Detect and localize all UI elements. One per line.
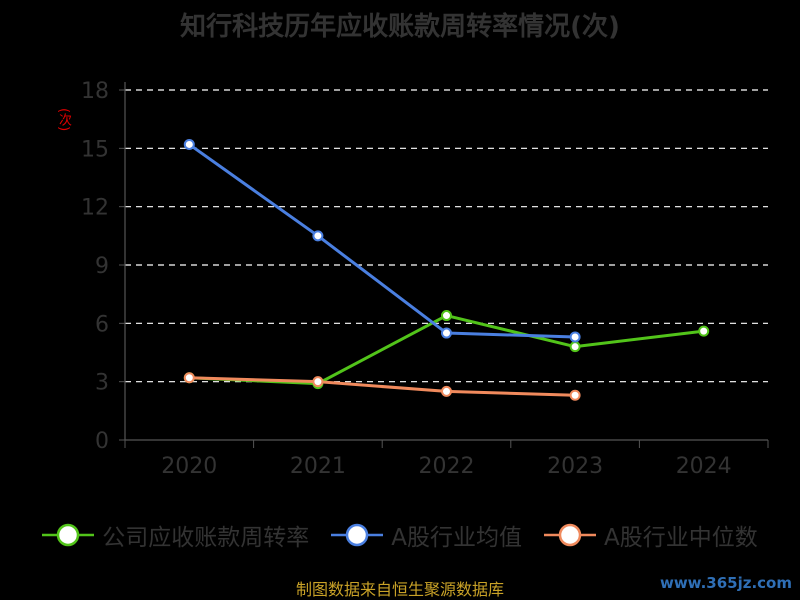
legend-label: 公司应收账款周转率 [102,525,310,551]
y-tick-label: 6 [95,312,109,337]
x-tick-label: 2022 [419,454,475,479]
chart-title: 知行科技历年应收账款周转率情况(次) [180,12,620,42]
data-point [183,138,195,150]
chart-legend: 公司应收账款周转率 A股行业均值 A股行业中位数 [0,518,800,552]
y-axis-unit: (次) [56,108,71,132]
data-point [441,327,452,339]
legend-item[interactable]: A股行业均值 [331,518,522,552]
y-tick-label: 12 [81,196,109,221]
y-tick-label: 9 [95,254,109,279]
x-tick-label: 2024 [676,454,732,479]
legend-label: A股行业均值 [391,525,522,551]
data-point [569,389,581,401]
data-source-note: 制图数据来自恒生聚源数据库 [295,580,504,599]
data-point [569,341,581,353]
data-point [312,376,324,388]
x-tick-label: 2021 [290,454,346,479]
data-point [441,385,452,397]
watermark-logo: www.365jz.com [659,574,792,592]
legend-marker-icon [42,523,95,547]
x-tick-label: 2023 [547,454,603,479]
x-tick-label: 2020 [161,454,217,479]
y-tick-label: 0 [95,429,109,454]
legend-item[interactable]: A股行业中位数 [544,518,758,552]
data-point [698,325,710,337]
y-tick-label: 15 [81,137,109,162]
legend-marker-icon [544,523,596,547]
y-tick-label: 3 [95,371,109,396]
data-point [441,310,452,322]
y-tick-label: 18 [81,79,109,104]
data-point [312,230,324,242]
data-point [569,331,581,343]
legend-item[interactable]: 公司应收账款周转率 [42,518,309,552]
legend-marker-icon [331,523,384,547]
series-line [189,376,576,397]
legend-label: A股行业中位数 [604,525,758,551]
series-line [189,314,704,386]
series-line [188,143,576,339]
data-point [183,372,195,384]
